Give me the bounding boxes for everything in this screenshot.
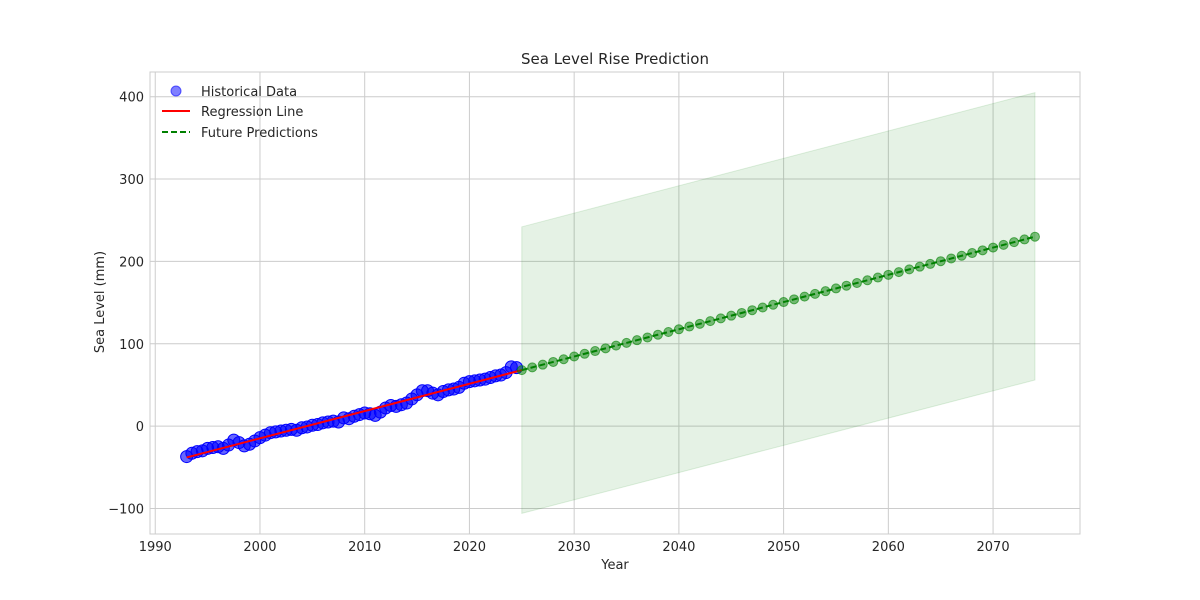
future-point [757,302,768,313]
future-point [872,272,883,283]
x-tick-label: 2000 [243,540,276,555]
future-point [925,258,936,269]
future-point [768,299,779,310]
future-point [830,283,841,294]
x-tick-label: 2070 [977,540,1010,555]
future-point [726,310,737,321]
y-tick-labels: −100 0 100 200 300 400 [108,91,144,518]
future-point [1009,237,1020,248]
y-tick-label: 100 [119,338,144,353]
future-point [841,280,852,291]
future-point [537,359,548,370]
x-tick-labels: 1990 2000 2010 2020 2030 2040 2050 2060 2070 [139,540,1010,555]
future-point [799,291,810,302]
future-point [904,264,915,275]
x-tick-label: 2060 [872,540,905,555]
y-tick-label: 0 [136,420,144,435]
future-point [967,248,978,259]
future-point [642,332,653,343]
future-point [1029,231,1040,242]
grid [150,72,1080,534]
future-point [715,313,726,324]
x-axis-label: Year [600,558,629,573]
future-point [747,305,758,316]
legend-regression-label: Regression Line [201,105,303,120]
future-point [631,335,642,346]
future-point [736,307,747,318]
future-point [663,327,674,337]
future-point [673,324,684,335]
x-tick-label: 2010 [348,540,381,555]
future-point [569,351,580,362]
future-point [611,340,622,351]
future-point [600,343,611,354]
future-point [694,318,705,329]
future-point [935,256,946,267]
future-point [590,346,601,357]
future-point [977,245,988,256]
plot-frame [149,71,1081,535]
future-point [810,288,821,299]
regression-series [186,369,523,459]
legend-historical-marker [170,85,182,97]
future-point [684,321,695,332]
future-point [516,365,527,376]
x-tick-label: 2040 [662,540,695,555]
future-point [914,261,925,272]
future-point [652,329,663,340]
future-point [778,297,789,308]
x-tick-label: 2020 [453,540,486,555]
x-tick-label: 2030 [558,540,591,555]
legend: Historical Data Regression Line Future P… [162,85,318,141]
future-point [558,354,569,365]
future-point [527,362,538,373]
x-tick-label: 1990 [139,540,172,555]
chart-title: Sea Level Rise Prediction [521,50,709,68]
future-point [851,277,862,288]
y-tick-label: 300 [119,173,144,188]
future-point [988,242,999,253]
legend-historical-label: Historical Data [201,85,297,100]
y-tick-label: 200 [119,255,144,270]
legend-future-label: Future Predictions [201,126,318,141]
future-point [621,337,632,348]
future-point [998,239,1009,250]
x-tick-label: 2050 [767,540,800,555]
future-point [956,250,967,261]
future-series [516,231,1040,376]
future-point [946,253,957,264]
y-tick-label: −100 [108,502,144,517]
regression-line [186,369,523,459]
future-point [1019,234,1030,245]
future-point [548,356,559,367]
future-point [862,275,873,286]
future-point [789,294,800,305]
future-point [579,348,590,359]
future-point [883,269,894,280]
future-point [705,316,716,327]
y-tick-label: 400 [119,91,144,106]
future-point [820,286,831,297]
y-axis-label: Sea Level (mm) [93,251,108,353]
future-point [893,267,904,278]
